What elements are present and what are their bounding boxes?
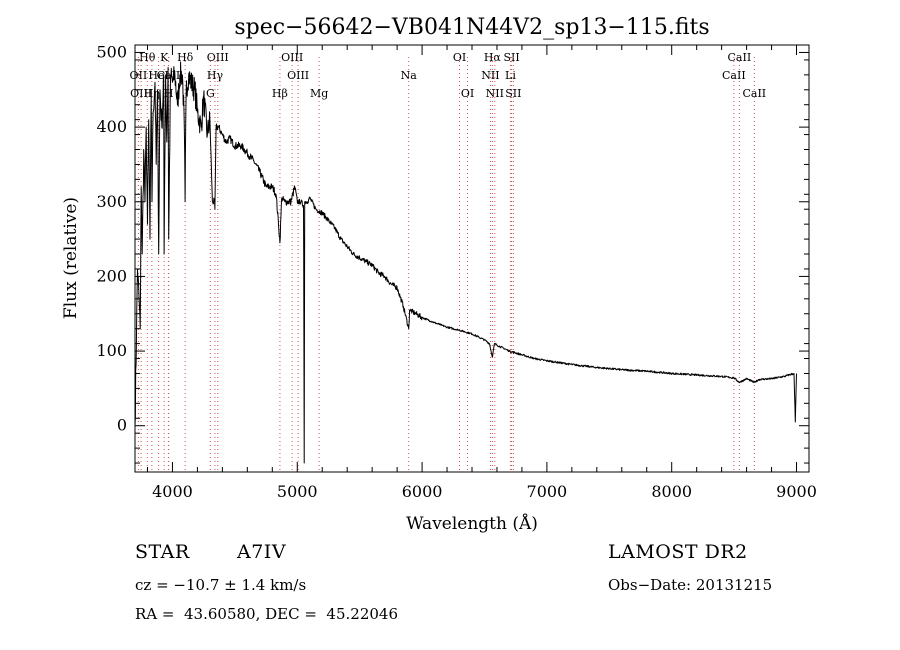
line-label-24: OI: [461, 87, 474, 100]
line-label-22: Hβ: [272, 87, 288, 100]
line-label-4: OIII: [281, 51, 303, 64]
x-tick-label-4: 8000: [651, 482, 692, 501]
x-tick-label-5: 9000: [776, 482, 817, 501]
line-label-3: OIII: [207, 51, 229, 64]
line-label-23: Mg: [310, 87, 328, 100]
x-tick-label-2: 6000: [402, 482, 443, 501]
survey-name: LAMOST DR2: [608, 541, 748, 563]
line-label-13: OIII: [287, 69, 309, 82]
line-label-20: H: [164, 87, 174, 100]
plot-frame: [134, 44, 810, 473]
line-label-17: CaII: [722, 69, 746, 82]
spectrum-line: [134, 61, 797, 464]
line-label-21: G: [206, 87, 215, 100]
redshift-value: cz = −10.7 ± 1.4 km/s: [135, 576, 307, 594]
x-tick-label-0: 4000: [152, 482, 193, 501]
line-label-27: CaII: [742, 87, 766, 100]
line-label-19: Hη: [144, 87, 160, 100]
y-tick-label-5: 500: [96, 42, 127, 61]
y-tick-label-0: 0: [117, 416, 127, 435]
x-axis: 4000 5000 6000 7000 8000 9000: [146, 45, 817, 501]
y-tick-label-3: 300: [96, 192, 127, 211]
observation-date: Obs−Date: 20131215: [608, 576, 773, 594]
object-subclass: A7IV: [237, 541, 287, 563]
line-label-8: CaII: [728, 51, 752, 64]
y-tick-label-4: 400: [96, 117, 127, 136]
spectrum-series: [134, 61, 797, 464]
x-tick-label-1: 5000: [277, 482, 318, 501]
x-axis-label: Wavelength (Å): [406, 513, 538, 534]
line-label-6: Hα: [484, 51, 502, 64]
line-label-5: OI: [453, 51, 466, 64]
y-tick-label-2: 200: [96, 266, 127, 285]
coordinates: RA = 43.60580, DEC = 45.22046: [135, 605, 399, 623]
line-label-14: Na: [401, 69, 418, 82]
line-label-1: K: [160, 51, 169, 64]
line-label-16: Li: [505, 69, 516, 82]
line-label-12: Hγ: [207, 69, 224, 82]
line-label-0: Hθ: [139, 51, 156, 64]
line-label-15: NII: [481, 69, 499, 82]
chart-title: spec−56642−VB041N44V2_sp13−115.fits: [234, 15, 709, 40]
object-class: STAR: [135, 541, 190, 563]
y-tick-label-1: 100: [96, 341, 127, 360]
line-label-26: SII: [505, 87, 521, 100]
y-axis: 0 100 200 300 400 500: [96, 42, 809, 464]
line-label-9: OII: [130, 69, 148, 82]
line-label-2: Hδ: [177, 51, 194, 64]
line-label-7: SII: [503, 51, 519, 64]
x-tick-label-3: 7000: [527, 482, 568, 501]
line-label-25: NII: [486, 87, 504, 100]
y-axis-label: Flux (relative): [61, 197, 81, 319]
